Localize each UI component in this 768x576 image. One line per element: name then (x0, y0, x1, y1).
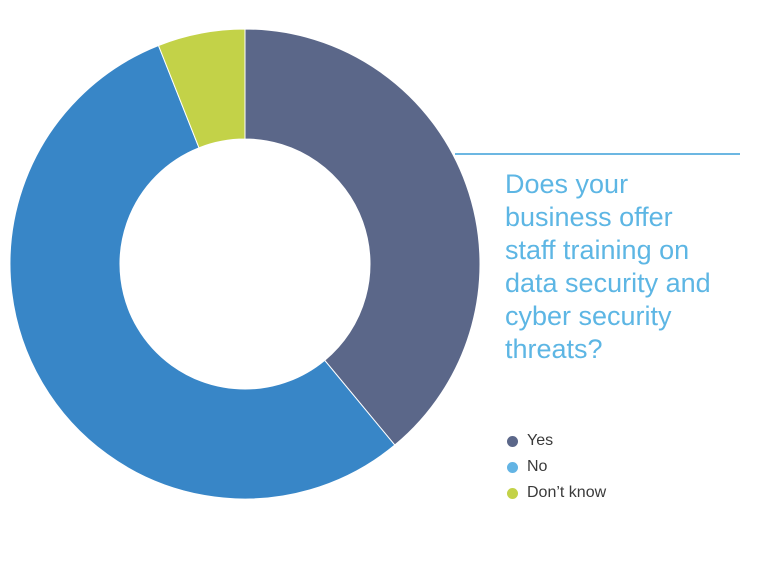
legend-label: Yes (527, 432, 554, 449)
chart-legend: Yes No Don’t know (507, 428, 606, 506)
legend-label: No (527, 458, 548, 475)
legend-item-no: No (507, 454, 606, 480)
donut-slice-no (9, 44, 396, 500)
legend-item-yes: Yes (507, 428, 606, 454)
legend-swatch-yes (507, 435, 518, 447)
legend-swatch-dont-know (507, 487, 518, 499)
chart-title: Does your business offer staff training … (505, 169, 711, 364)
donut-slice-yes (244, 28, 481, 446)
donut-slice-don-t-know (157, 28, 246, 149)
title-divider (455, 153, 740, 155)
legend-swatch-no (507, 461, 518, 473)
legend-label: Don’t know (527, 484, 607, 501)
legend-item-dont-know: Don’t know (507, 480, 606, 506)
